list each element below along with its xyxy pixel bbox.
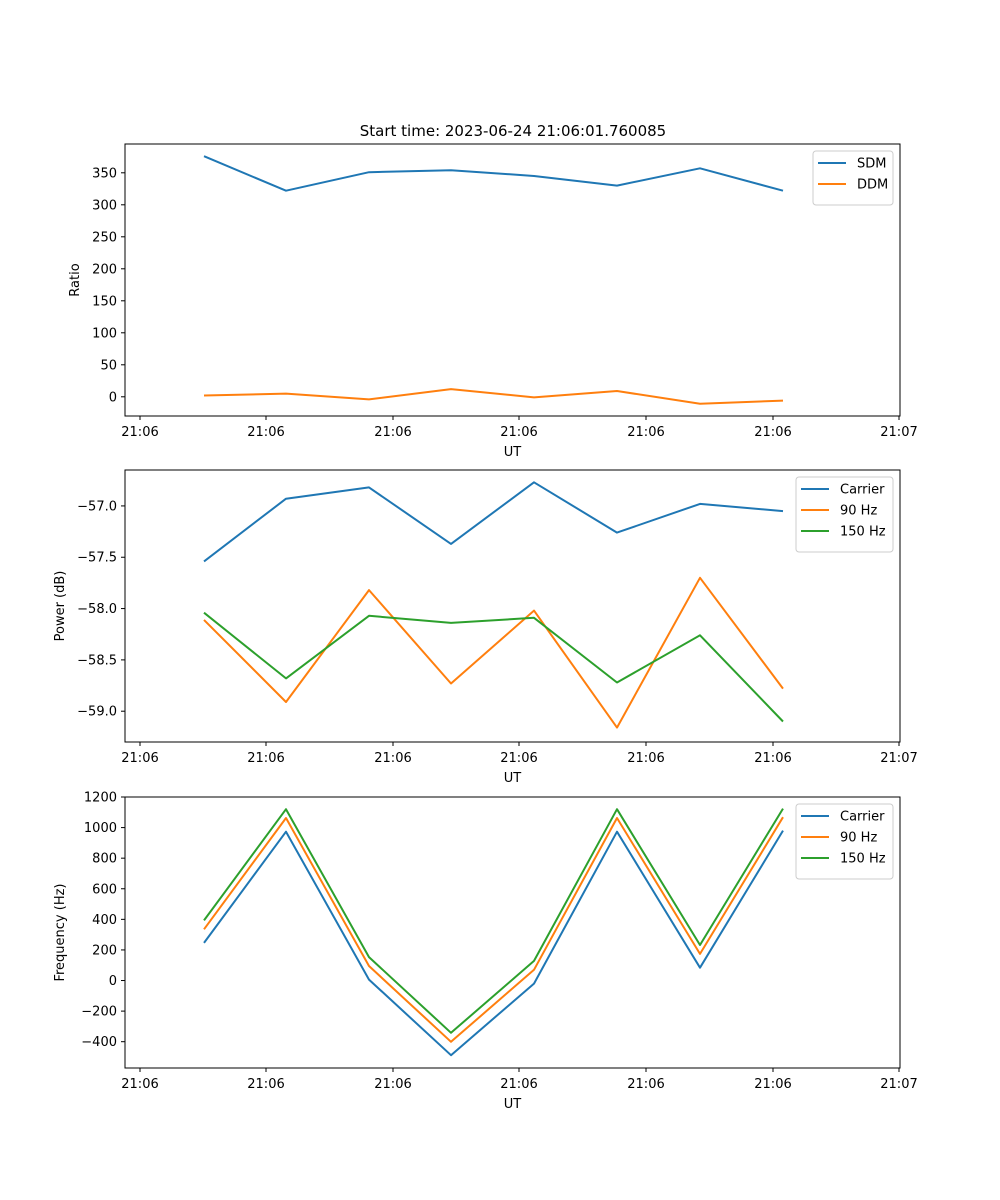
y-tick-label: 250 xyxy=(92,230,117,245)
y-tick-label: 0 xyxy=(109,390,117,405)
series-line-ddm xyxy=(203,388,784,405)
x-tick-label: 21:06 xyxy=(374,425,411,440)
x-tick-label: 21:06 xyxy=(627,1077,664,1092)
series-line-carrier xyxy=(203,830,784,1057)
axes-frame xyxy=(124,469,901,743)
legend-label: Carrier xyxy=(840,483,885,498)
x-tick-label: 21:06 xyxy=(500,1077,537,1092)
series-line-90-hz xyxy=(203,576,784,729)
y-tick-label: −400 xyxy=(81,1035,117,1050)
y-tick-label: 200 xyxy=(92,262,117,277)
x-axis-label: UT xyxy=(504,1097,522,1112)
legend: SDM DDM xyxy=(812,150,894,206)
x-tick-label: 21:06 xyxy=(627,425,664,440)
series-line-carrier xyxy=(203,481,784,563)
x-tick-label: 21:06 xyxy=(247,425,284,440)
y-tick-label: −59.0 xyxy=(77,705,117,720)
legend-label: 150 Hz xyxy=(840,852,886,867)
x-tick-label: 21:06 xyxy=(500,425,537,440)
y-tick-label: −58.5 xyxy=(77,653,117,668)
x-tick-label: 21:06 xyxy=(754,751,791,766)
y-tick-label: 100 xyxy=(92,326,117,341)
y-axis-label: Frequency (Hz) xyxy=(53,883,68,981)
series-line-sdm xyxy=(203,155,784,192)
x-tick-label: 21:06 xyxy=(627,751,664,766)
x-tick-label: 21:06 xyxy=(754,425,791,440)
y-tick-label: 0 xyxy=(109,974,117,989)
power-panel: 21:06 21:06 21:06 21:06 21:06 21:06 21:07 −57.0… xyxy=(53,469,918,786)
legend-label: Carrier xyxy=(840,810,885,825)
x-tick-label: 21:06 xyxy=(754,1077,791,1092)
y-tick-label: 1200 xyxy=(84,791,117,806)
legend: Carrier 90 Hz 150 Hz xyxy=(795,476,894,553)
legend-box xyxy=(812,150,894,206)
y-tick-label: −58.0 xyxy=(77,602,117,617)
y-tick-label: −57.5 xyxy=(77,551,117,566)
y-tick-label: 300 xyxy=(92,198,117,213)
x-tick-label: 21:06 xyxy=(121,425,158,440)
x-tick-label: 21:07 xyxy=(880,751,917,766)
x-axis-label: UT xyxy=(504,445,522,460)
series-line-150-hz xyxy=(203,611,784,723)
x-tick-label: 21:06 xyxy=(500,751,537,766)
legend: Carrier 90 Hz 150 Hz xyxy=(795,803,894,880)
axes-frame xyxy=(124,143,901,417)
x-tick-label: 21:06 xyxy=(247,751,284,766)
y-tick-label: 800 xyxy=(92,852,117,867)
legend-box xyxy=(795,803,894,880)
legend-label: 150 Hz xyxy=(840,525,886,540)
y-tick-label: 400 xyxy=(92,913,117,928)
axes-frame xyxy=(124,796,901,1069)
legend-label: 90 Hz xyxy=(840,504,877,519)
x-axis-label: UT xyxy=(504,771,522,786)
page-title: Start time: 2023-06-24 21:06:01.760085 xyxy=(360,122,666,140)
y-tick-label: 150 xyxy=(92,294,117,309)
y-tick-label: 600 xyxy=(92,882,117,897)
x-tick-label: 21:06 xyxy=(121,1077,158,1092)
y-axis-label: Ratio xyxy=(68,263,83,296)
y-tick-label: −57.0 xyxy=(77,499,117,514)
ratio-panel: 21:06 21:06 21:06 21:06 21:06 21:06 21:07 0 50 10… xyxy=(68,143,918,460)
x-tick-label: 21:06 xyxy=(247,1077,284,1092)
series-line-150-hz xyxy=(203,808,784,1034)
y-tick-label: 1000 xyxy=(84,821,117,836)
x-tick-label: 21:06 xyxy=(374,751,411,766)
frequency-panel: 21:06 21:06 21:06 21:06 21:06 21:06 21:07 −400 −… xyxy=(53,791,918,1113)
y-tick-label: −200 xyxy=(81,1005,117,1020)
y-tick-label: 200 xyxy=(92,943,117,958)
series-line-90-hz xyxy=(203,816,784,1043)
x-tick-label: 21:07 xyxy=(880,425,917,440)
legend-label: DDM xyxy=(857,178,888,193)
legend-label: 90 Hz xyxy=(840,831,877,846)
x-tick-label: 21:07 xyxy=(880,1077,917,1092)
y-axis-label: Power (dB) xyxy=(53,571,68,642)
legend-box xyxy=(795,476,894,553)
y-tick-label: 350 xyxy=(92,166,117,181)
x-tick-label: 21:06 xyxy=(121,751,158,766)
y-tick-label: 50 xyxy=(100,358,117,373)
x-tick-label: 21:06 xyxy=(374,1077,411,1092)
legend-label: SDM xyxy=(857,157,886,172)
